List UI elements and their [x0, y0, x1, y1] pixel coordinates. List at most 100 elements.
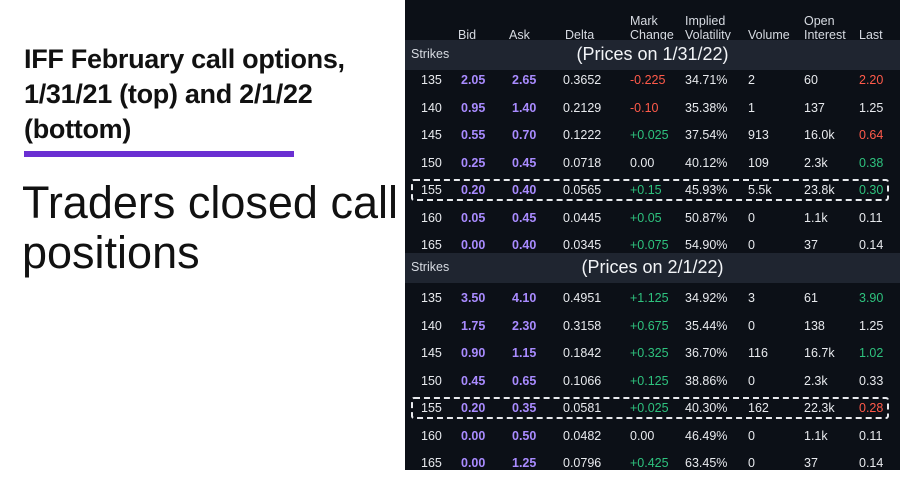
- table-row[interactable]: 160 0.05 0.45 0.0445 +0.05 50.87% 0 1.1k 0.11: [405, 204, 900, 232]
- header-last-label: Last: [859, 28, 883, 42]
- strikes-label: Strikes: [411, 260, 450, 274]
- implied-volatility-cell: 35.44%: [685, 318, 728, 333]
- page-subtitle: Traders closed call positions: [22, 177, 398, 278]
- ask-cell: 0.70: [512, 128, 537, 142]
- table-row[interactable]: 155 0.20 0.40 0.0565 +0.15 45.93% 5.5k 23.8k 0.3…: [405, 176, 900, 204]
- implied-volatility-cell: 45.93%: [685, 183, 728, 197]
- volume-cell: 0: [748, 318, 755, 333]
- bid-cell: 0.00: [461, 456, 486, 470]
- delta-cell: 0.0796: [563, 456, 602, 470]
- open-interest-cell: 1.1k: [804, 428, 828, 443]
- highlight-box: [411, 397, 889, 419]
- table-row[interactable]: 150 0.25 0.45 0.0718 0.00 40.12% 109 2.3k 0.38: [405, 149, 900, 177]
- last-price-cell: 0.30: [859, 183, 884, 197]
- header-open-interest: Open Interest: [804, 0, 846, 50]
- strike-cell: 155: [421, 401, 442, 415]
- highlight-box: [411, 179, 889, 201]
- mark-change-cell: +0.425: [630, 456, 669, 470]
- implied-volatility-cell: 34.71%: [685, 73, 728, 87]
- ask-cell: 0.65: [512, 373, 537, 388]
- volume-cell: 0: [748, 456, 755, 470]
- table-row[interactable]: 145 0.90 1.15 0.1842 +0.325 36.70% 116 16.7k 1.0…: [405, 339, 900, 367]
- delta-cell: 0.1222: [563, 128, 602, 142]
- open-interest-cell: 137: [804, 100, 825, 115]
- delta-cell: 0.4951: [563, 291, 602, 305]
- mark-change-cell: +0.125: [630, 373, 669, 388]
- implied-volatility-cell: 36.70%: [685, 346, 728, 360]
- strike-cell: 160: [421, 428, 442, 443]
- open-interest-cell: 16.0k: [804, 128, 835, 142]
- header-implied-volatility: Implied Volatility: [685, 0, 731, 50]
- header-open-label: Open: [804, 14, 835, 28]
- implied-volatility-cell: 38.86%: [685, 373, 728, 388]
- delta-cell: 0.0482: [563, 428, 602, 443]
- table-row[interactable]: 165 0.00 1.25 0.0796 +0.425 63.45% 0 37 0.14: [405, 449, 900, 477]
- table-row[interactable]: 165 0.00 0.40 0.0345 +0.075 54.90% 0 37 0.14: [405, 231, 900, 259]
- strike-cell: 165: [421, 456, 442, 470]
- bid-cell: 3.50: [461, 291, 486, 305]
- strike-cell: 135: [421, 73, 442, 87]
- open-interest-cell: 2.3k: [804, 155, 828, 170]
- header-implied-label: Implied: [685, 14, 726, 28]
- open-interest-cell: 1.1k: [804, 210, 828, 225]
- mark-change-cell: +0.075: [630, 238, 669, 252]
- ask-cell: 4.10: [512, 291, 537, 305]
- strikes-label: Strikes: [411, 47, 450, 61]
- last-price-cell: 1.25: [859, 100, 884, 115]
- last-price-cell: 0.14: [859, 238, 884, 252]
- ask-cell: 1.40: [512, 100, 537, 115]
- last-price-cell: 0.14: [859, 456, 884, 470]
- last-price-cell: 0.11: [859, 210, 883, 225]
- mark-change-cell: -0.10: [630, 100, 659, 115]
- mark-change-cell: 0.00: [630, 428, 655, 443]
- delta-cell: 0.0445: [563, 210, 602, 225]
- last-price-cell: 1.02: [859, 346, 884, 360]
- section-header: (Prices on 2/1/22) Strikes: [405, 253, 900, 283]
- bid-cell: 0.05: [461, 210, 486, 225]
- delta-cell: 0.1066: [563, 373, 602, 388]
- table-row[interactable]: 160 0.00 0.50 0.0482 0.00 46.49% 0 1.1k 0.11: [405, 422, 900, 450]
- strike-cell: 140: [421, 318, 442, 333]
- volume-cell: 0: [748, 210, 755, 225]
- table-row[interactable]: 140 0.95 1.40 0.2129 -0.10 35.38% 1 137 1.25: [405, 94, 900, 122]
- strike-cell: 135: [421, 291, 442, 305]
- bid-cell: 0.25: [461, 155, 486, 170]
- implied-volatility-cell: 37.54%: [685, 128, 728, 142]
- table-row[interactable]: 145 0.55 0.70 0.1222 +0.025 37.54% 913 16.0k 0.6…: [405, 121, 900, 149]
- open-interest-cell: 23.8k: [804, 183, 835, 197]
- header-delta: Delta: [565, 0, 594, 50]
- delta-cell: 0.1842: [563, 346, 602, 360]
- volume-cell: 109: [748, 155, 769, 170]
- strike-cell: 145: [421, 346, 442, 360]
- header-ask: Ask: [509, 0, 530, 50]
- table-row[interactable]: 135 2.05 2.65 0.3652 -0.225 34.71% 2 60 2.20: [405, 66, 900, 94]
- strike-cell: 150: [421, 155, 442, 170]
- volume-cell: 1: [748, 100, 755, 115]
- header-volatility-label: Volatility: [685, 28, 731, 42]
- table-row[interactable]: 140 1.75 2.30 0.3158 +0.675 35.44% 0 138 1.25: [405, 312, 900, 340]
- delta-cell: 0.3158: [563, 318, 602, 333]
- table-row[interactable]: 155 0.20 0.35 0.0581 +0.025 40.30% 162 22.3k 0.2…: [405, 394, 900, 422]
- last-price-cell: 1.25: [859, 318, 884, 333]
- mark-change-cell: +0.325: [630, 346, 669, 360]
- header-last: Last: [859, 0, 883, 50]
- last-price-cell: 0.11: [859, 428, 883, 443]
- volume-cell: 2: [748, 73, 755, 87]
- ask-cell: 1.25: [512, 456, 537, 470]
- ask-cell: 0.50: [512, 428, 537, 443]
- ask-cell: 0.45: [512, 210, 537, 225]
- mark-change-cell: +0.675: [630, 318, 669, 333]
- header-mark-label: Mark: [630, 14, 658, 28]
- section-title: (Prices on 1/31/22): [576, 44, 729, 64]
- mark-change-cell: 0.00: [630, 155, 655, 170]
- delta-cell: 0.0345: [563, 238, 602, 252]
- volume-cell: 3: [748, 291, 755, 305]
- open-interest-cell: 2.3k: [804, 373, 828, 388]
- section-title: (Prices on 2/1/22): [581, 257, 724, 277]
- header-ask-label: Ask: [509, 28, 530, 42]
- bid-cell: 0.20: [461, 401, 486, 415]
- table-row[interactable]: 150 0.45 0.65 0.1066 +0.125 38.86% 0 2.3k 0.33: [405, 367, 900, 395]
- table-row[interactable]: 135 3.50 4.10 0.4951 +1.125 34.92% 3 61 3.90: [405, 284, 900, 312]
- header-delta-label: Delta: [565, 28, 595, 42]
- implied-volatility-cell: 46.49%: [685, 428, 728, 443]
